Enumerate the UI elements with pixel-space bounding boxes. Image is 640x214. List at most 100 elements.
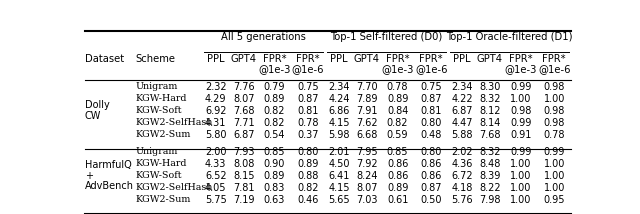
Text: 8.30: 8.30 — [479, 82, 500, 92]
Text: 0.37: 0.37 — [298, 130, 319, 140]
Text: 8.07: 8.07 — [233, 94, 255, 104]
Text: 8.39: 8.39 — [479, 171, 500, 181]
Text: 0.81: 0.81 — [298, 106, 319, 116]
Text: 7.71: 7.71 — [233, 118, 255, 128]
Text: 0.98: 0.98 — [510, 106, 531, 116]
Text: 0.98: 0.98 — [543, 106, 565, 116]
Text: Unigram: Unigram — [135, 82, 178, 91]
Text: PPL: PPL — [453, 54, 470, 64]
Text: 0.81: 0.81 — [420, 106, 442, 116]
Text: 6.92: 6.92 — [205, 106, 227, 116]
Text: 4.05: 4.05 — [205, 183, 227, 193]
Text: 8.48: 8.48 — [479, 159, 500, 169]
Text: 4.24: 4.24 — [328, 94, 349, 104]
Text: 0.82: 0.82 — [264, 106, 285, 116]
Text: 7.81: 7.81 — [233, 183, 255, 193]
Text: 5.76: 5.76 — [451, 195, 473, 205]
Text: GPT4: GPT4 — [354, 54, 380, 64]
Text: 8.15: 8.15 — [233, 171, 255, 181]
Text: KGW2-Sum: KGW2-Sum — [135, 130, 191, 139]
Text: 4.15: 4.15 — [328, 183, 349, 193]
Text: Top-1 Self-filtered (D0): Top-1 Self-filtered (D0) — [330, 32, 442, 42]
Text: FPR*
@1e-3: FPR* @1e-3 — [381, 54, 414, 74]
Text: 0.85: 0.85 — [264, 147, 285, 157]
Text: FPR*
@1e-6: FPR* @1e-6 — [415, 54, 447, 74]
Text: 0.75: 0.75 — [297, 82, 319, 92]
Text: All 5 generations: All 5 generations — [221, 32, 306, 42]
Text: 0.88: 0.88 — [298, 171, 319, 181]
Text: 0.90: 0.90 — [264, 159, 285, 169]
Text: 0.86: 0.86 — [387, 171, 408, 181]
Text: KGW-Soft: KGW-Soft — [135, 106, 182, 115]
Text: 0.86: 0.86 — [420, 171, 442, 181]
Text: FPR*
@1e-6: FPR* @1e-6 — [292, 54, 324, 74]
Text: 6.52: 6.52 — [205, 171, 227, 181]
Text: 4.50: 4.50 — [328, 159, 349, 169]
Text: 0.89: 0.89 — [264, 94, 285, 104]
Text: 0.78: 0.78 — [298, 118, 319, 128]
Text: 5.80: 5.80 — [205, 130, 227, 140]
Text: KGW2-SelfHash: KGW2-SelfHash — [135, 118, 212, 127]
Text: 1.00: 1.00 — [510, 171, 531, 181]
Text: 6.41: 6.41 — [328, 171, 349, 181]
Text: KGW-Hard: KGW-Hard — [135, 159, 187, 168]
Text: 0.80: 0.80 — [420, 147, 442, 157]
Text: 0.75: 0.75 — [420, 82, 442, 92]
Text: 5.98: 5.98 — [328, 130, 349, 140]
Text: 1.00: 1.00 — [543, 94, 565, 104]
Text: 6.86: 6.86 — [328, 106, 349, 116]
Text: 7.92: 7.92 — [356, 159, 378, 169]
Text: 1.00: 1.00 — [543, 171, 565, 181]
Text: 0.89: 0.89 — [264, 171, 285, 181]
Text: 7.19: 7.19 — [233, 195, 255, 205]
Text: 8.32: 8.32 — [479, 94, 500, 104]
Text: 0.86: 0.86 — [420, 159, 442, 169]
Text: KGW-Hard: KGW-Hard — [135, 94, 187, 103]
Text: 7.68: 7.68 — [479, 130, 500, 140]
Text: 2.02: 2.02 — [451, 147, 473, 157]
Text: 0.83: 0.83 — [264, 183, 285, 193]
Text: 0.82: 0.82 — [264, 118, 285, 128]
Text: KGW2-Sum: KGW2-Sum — [135, 195, 191, 204]
Text: 0.80: 0.80 — [420, 118, 442, 128]
Text: 0.48: 0.48 — [420, 130, 442, 140]
Text: 5.75: 5.75 — [205, 195, 227, 205]
Text: 2.00: 2.00 — [205, 147, 227, 157]
Text: 1.00: 1.00 — [510, 94, 531, 104]
Text: 1.00: 1.00 — [543, 183, 565, 193]
Text: 0.89: 0.89 — [387, 94, 408, 104]
Text: Dolly
CW: Dolly CW — [85, 100, 109, 121]
Text: 0.59: 0.59 — [387, 130, 408, 140]
Text: 0.82: 0.82 — [298, 183, 319, 193]
Text: PPL: PPL — [330, 54, 348, 64]
Text: 0.98: 0.98 — [543, 118, 565, 128]
Text: GPT4: GPT4 — [477, 54, 503, 64]
Text: 7.89: 7.89 — [356, 94, 378, 104]
Text: 0.99: 0.99 — [543, 147, 565, 157]
Text: 7.76: 7.76 — [233, 82, 255, 92]
Text: 0.86: 0.86 — [387, 159, 408, 169]
Text: FPR*
@1e-3: FPR* @1e-3 — [259, 54, 291, 74]
Text: 1.00: 1.00 — [510, 159, 531, 169]
Text: 2.34: 2.34 — [451, 82, 473, 92]
Text: 0.99: 0.99 — [510, 147, 531, 157]
Text: KGW2-SelfHash: KGW2-SelfHash — [135, 183, 212, 192]
Text: 0.87: 0.87 — [420, 183, 442, 193]
Text: 0.78: 0.78 — [387, 82, 408, 92]
Text: 0.99: 0.99 — [510, 82, 531, 92]
Text: 8.32: 8.32 — [479, 147, 500, 157]
Text: 0.46: 0.46 — [298, 195, 319, 205]
Text: 6.72: 6.72 — [451, 171, 473, 181]
Text: 4.18: 4.18 — [451, 183, 472, 193]
Text: Dataset: Dataset — [85, 54, 124, 64]
Text: 5.65: 5.65 — [328, 195, 349, 205]
Text: 4.47: 4.47 — [451, 118, 473, 128]
Text: 0.50: 0.50 — [420, 195, 442, 205]
Text: 7.62: 7.62 — [356, 118, 378, 128]
Text: Top-1 Oracle-filtered (D1): Top-1 Oracle-filtered (D1) — [446, 32, 573, 42]
Text: GPT4: GPT4 — [231, 54, 257, 64]
Text: 7.98: 7.98 — [479, 195, 500, 205]
Text: 0.87: 0.87 — [420, 94, 442, 104]
Text: KGW-Soft: KGW-Soft — [135, 171, 182, 180]
Text: 7.95: 7.95 — [356, 147, 378, 157]
